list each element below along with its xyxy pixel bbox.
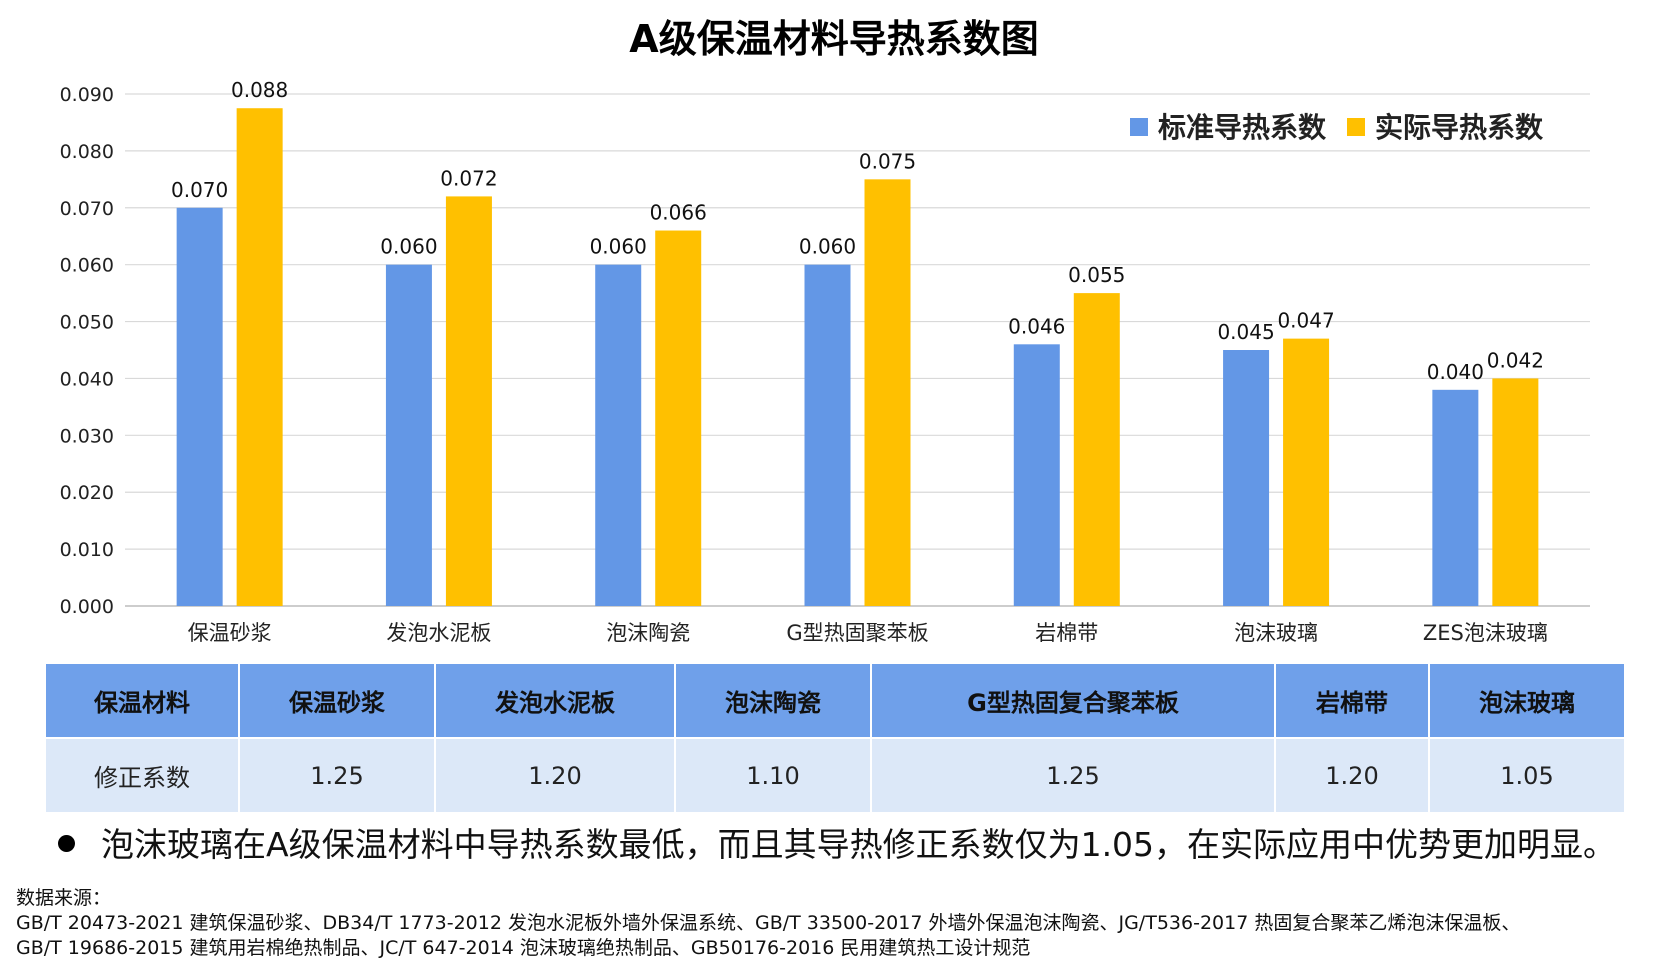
x-category-label: 保温砂浆 [188,621,272,645]
data-label: 0.070 [171,178,228,202]
legend-swatch-standard [1130,118,1148,136]
y-tick-label: 0.010 [60,539,114,561]
legend: 标准导热系数 实际导热系数 [1130,111,1544,144]
data-source-line: GB/T 20473-2021 建筑保温砂浆、DB34/T 1773-2012 … [16,912,1521,934]
table-cell: 1.20 [434,737,676,814]
table-row: 修正系数 1.25 1.20 1.10 1.25 1.20 1.05 [44,737,1626,814]
bar-actual [864,179,911,607]
bar-standard [1013,344,1060,606]
legend-label-actual: 实际导热系数 [1375,111,1544,144]
y-tick-label: 0.040 [60,368,114,390]
legend-label-standard: 标准导热系数 [1158,111,1327,144]
table-header-cell: 保温材料 [44,662,240,739]
gridlines [125,93,1590,607]
bar-standard [595,264,642,606]
table-header-cell: 保温砂浆 [238,662,436,739]
y-tick-label: 0.060 [60,255,114,277]
y-tick-label: 0.020 [60,482,114,504]
data-label: 0.055 [1068,263,1125,287]
bar-standard [1223,350,1270,606]
data-label: 0.060 [799,235,856,259]
data-source: 数据来源： GB/T 20473-2021 建筑保温砂浆、DB34/T 1773… [16,886,1661,961]
bar-actual [655,230,702,607]
data-label: 0.046 [1008,314,1065,338]
data-label: 0.047 [1277,309,1334,333]
data-label: 0.060 [590,235,647,259]
bar-actual [1492,378,1539,606]
correction-factor-table: 保温材料 保温砂浆 发泡水泥板 泡沫陶瓷 G型热固复合聚苯板 岩棉带 泡沫玻璃 … [44,662,1626,814]
table-header-cell: 岩棉带 [1274,662,1430,739]
table-header-cell: 泡沫玻璃 [1428,662,1626,739]
x-category-label: 发泡水泥板 [386,621,491,645]
data-source-label: 数据来源： [16,887,112,909]
summary-note: 泡沫玻璃在A级保温材料中导热系数最低，而且其导热修正系数仅为1.05，在实际应用… [58,818,1658,866]
data-label: 0.088 [231,78,288,102]
x-axis-categories: 保温砂浆 发泡水泥板 泡沫陶瓷 G型热固聚苯板 岩棉带 泡沫玻璃 ZES泡沫玻璃 [188,621,1548,645]
bar-standard [176,207,223,606]
table-header-cell: G型热固复合聚苯板 [870,662,1276,739]
bars [176,108,1539,607]
bar-actual [1073,293,1120,606]
y-tick-label: 0.070 [60,198,114,220]
y-axis-ticks: 0.000 0.010 0.020 0.030 0.040 0.050 0.060 0.070… [60,84,114,618]
x-category-label: ZES泡沫玻璃 [1423,621,1548,645]
table-cell: 1.25 [238,737,436,814]
x-category-label: 泡沫陶瓷 [606,621,690,645]
x-category-label: G型热固聚苯板 [786,621,928,645]
table-cell: 1.05 [1428,737,1626,814]
y-tick-label: 0.000 [60,596,114,618]
data-labels: 0.0700.0880.0600.0720.0600.0660.0600.075… [171,78,1544,384]
y-tick-label: 0.090 [60,84,114,106]
legend-swatch-actual [1347,118,1365,136]
x-category-label: 岩棉带 [1035,621,1098,645]
bar-standard [804,264,851,606]
table-header-cell: 发泡水泥板 [434,662,676,739]
bar-standard [385,264,432,606]
bullet-icon [58,835,75,852]
data-label: 0.040 [1427,360,1484,384]
data-source-line: GB/T 19686-2015 建筑用岩棉绝热制品、JC/T 647-2014 … [16,937,1031,959]
data-label: 0.045 [1217,320,1274,344]
y-tick-label: 0.030 [60,425,114,447]
table-header-row: 保温材料 保温砂浆 发泡水泥板 泡沫陶瓷 G型热固复合聚苯板 岩棉带 泡沫玻璃 [44,662,1626,739]
y-tick-label: 0.050 [60,312,114,334]
data-label: 0.042 [1487,348,1544,372]
bar-chart: A级保温材料导热系数图 0.0000.0100.0200.0300.0400.0… [60,17,1590,645]
table-cell: 修正系数 [44,737,240,814]
bar-actual [236,108,283,606]
data-label: 0.060 [380,235,437,259]
chart-title: A级保温材料导热系数图 [629,17,1038,61]
x-category-label: 泡沫玻璃 [1234,621,1318,645]
data-label: 0.075 [859,149,916,173]
table-header-cell: 泡沫陶瓷 [674,662,872,739]
data-label: 0.066 [650,201,707,225]
table-cell: 1.20 [1274,737,1430,814]
summary-note-text: 泡沫玻璃在A级保温材料中导热系数最低，而且其导热修正系数仅为1.05，在实际应用… [101,825,1617,864]
bar-actual [1283,338,1330,606]
bar-standard [1432,389,1479,606]
table-cell: 1.10 [674,737,872,814]
table-cell: 1.25 [870,737,1276,814]
data-label: 0.072 [440,166,497,190]
bar-actual [445,196,492,606]
y-tick-label: 0.080 [60,141,114,163]
